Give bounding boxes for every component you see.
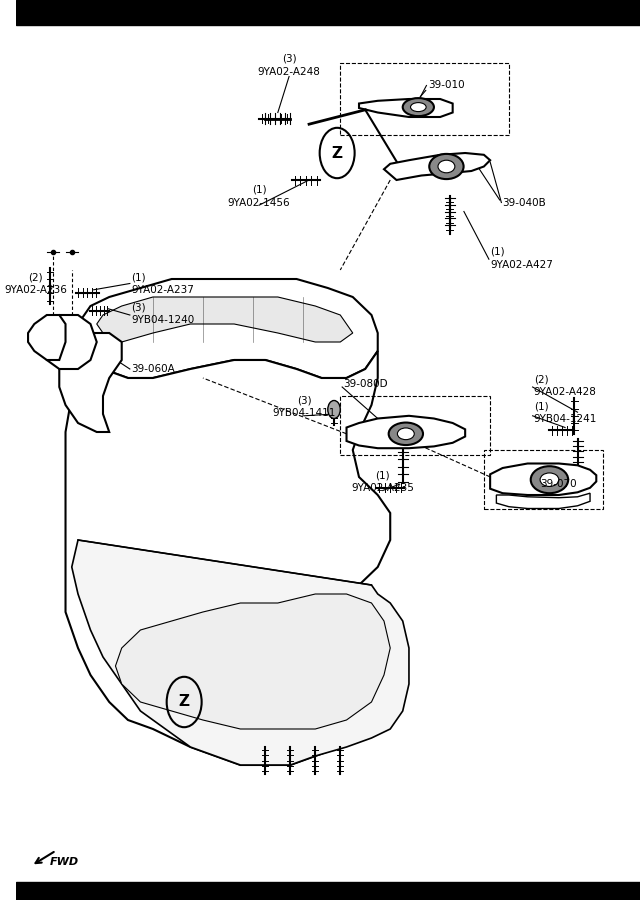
Text: 9YB04-1411: 9YB04-1411 [273,408,336,418]
Ellipse shape [410,103,426,112]
Text: Z: Z [179,695,189,709]
Text: (1): (1) [252,184,266,194]
Bar [15,0,640,25]
Polygon shape [72,540,409,765]
Bar [15,882,640,900]
Text: 9YA02-1456: 9YA02-1456 [228,197,291,208]
Text: 9YA02-A248: 9YA02-A248 [258,67,321,77]
Polygon shape [384,153,490,180]
Ellipse shape [531,466,568,493]
Polygon shape [28,315,65,360]
Text: 9YA02-A236: 9YA02-A236 [4,284,67,295]
Text: FWD: FWD [50,857,79,868]
Bar [484,450,602,508]
Polygon shape [65,333,390,765]
Ellipse shape [438,160,455,173]
Text: (1): (1) [534,401,548,412]
Text: 9YA02-A427: 9YA02-A427 [490,259,553,270]
Polygon shape [497,493,590,508]
Polygon shape [78,279,378,378]
Ellipse shape [403,98,434,116]
Text: 39-010: 39-010 [428,80,464,91]
Text: Z: Z [332,146,342,160]
Ellipse shape [397,428,414,440]
Text: (1): (1) [376,470,390,481]
Text: (3): (3) [297,395,312,406]
Text: 9YA02-A237: 9YA02-A237 [131,284,194,295]
Polygon shape [97,297,353,342]
Text: (2): (2) [534,374,548,385]
Text: (1): (1) [490,247,505,257]
Bar [340,63,509,135]
Polygon shape [60,333,122,432]
Polygon shape [359,99,452,117]
Text: (2): (2) [28,272,43,283]
Ellipse shape [388,423,423,446]
Bar [340,396,490,454]
Polygon shape [40,315,97,369]
Text: 9YB04-1241: 9YB04-1241 [534,414,597,425]
Ellipse shape [429,154,463,179]
Text: 39-070: 39-070 [540,479,577,490]
Polygon shape [115,594,390,729]
Polygon shape [490,464,596,495]
Text: 9YA02-A428: 9YA02-A428 [534,387,596,398]
Ellipse shape [540,473,559,486]
Text: (3): (3) [282,53,296,64]
Text: (3): (3) [131,302,146,313]
Text: 39-080D: 39-080D [344,379,388,390]
Text: 39-040B: 39-040B [502,197,547,208]
Text: (1): (1) [131,272,146,283]
Text: 39-060A: 39-060A [131,364,175,374]
Polygon shape [346,416,465,448]
Text: 9YB04-1240: 9YB04-1240 [131,315,195,326]
Text: 9YA02-A235: 9YA02-A235 [351,482,414,493]
Circle shape [328,400,340,418]
